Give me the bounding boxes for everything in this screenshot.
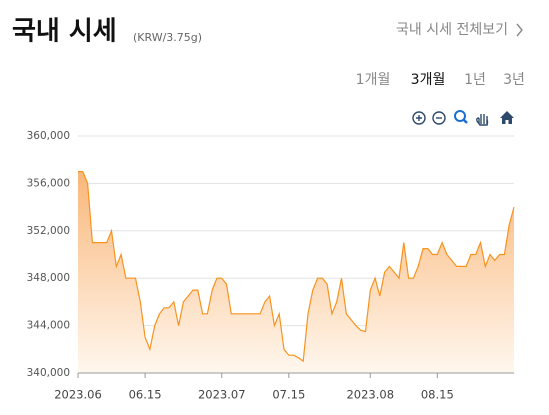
y-tick-label: 352,000 <box>27 225 70 237</box>
y-tick-label: 340,000 <box>27 367 70 379</box>
title: 국내 시세 <box>12 17 117 47</box>
x-tick-label: 06.15 <box>129 388 162 402</box>
x-tick-label: 2023.07 <box>198 388 246 402</box>
y-tick-label: 356,000 <box>27 177 70 189</box>
x-tick-label: 2023.06 <box>54 388 102 402</box>
x-tick-label: 2023.08 <box>346 388 394 402</box>
link-chevron[interactable] <box>516 23 523 37</box>
y-tick-label: 344,000 <box>27 320 70 332</box>
link[interactable]: 국내 시세 전체보기 <box>396 22 508 38</box>
toolbar <box>412 110 514 126</box>
zoom-select[interactable] <box>454 110 468 124</box>
zoom-out[interactable] <box>432 111 446 125</box>
area-fill <box>78 171 514 373</box>
subtitle: (KRW/3.75g) <box>133 31 202 44</box>
tab-active[interactable]: 3개월 <box>411 72 446 88</box>
pan[interactable] <box>476 114 489 126</box>
y-tick-label: 348,000 <box>27 272 70 284</box>
x-tick-label: 08.15 <box>421 388 454 402</box>
tab[interactable]: 1개월 <box>356 72 391 88</box>
x-tick-label: 07.15 <box>272 388 305 402</box>
home[interactable] <box>500 111 514 124</box>
zoom-in[interactable] <box>412 111 426 125</box>
price-line <box>78 171 515 363</box>
y-tick-label: 360,000 <box>27 130 70 142</box>
tab[interactable]: 1년 <box>464 72 486 88</box>
tab[interactable]: 3년 <box>503 72 525 88</box>
